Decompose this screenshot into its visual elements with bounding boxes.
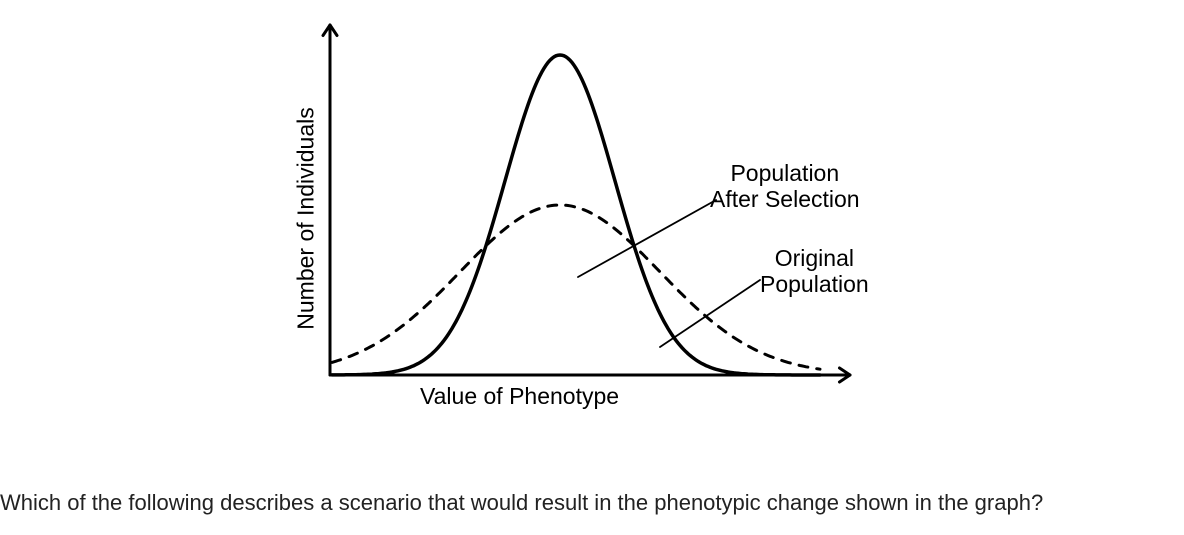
x-axis-label: Value of Phenotype <box>420 383 619 410</box>
label-after-selection: PopulationAfter Selection <box>710 160 860 213</box>
selection-chart: Number of Individuals Value of Phenotype… <box>280 15 920 435</box>
y-axis-label: Number of Individuals <box>293 107 320 329</box>
label-original-population: OriginalPopulation <box>760 245 869 298</box>
chart-svg <box>280 15 920 435</box>
question-text: Which of the following describes a scena… <box>0 490 1043 516</box>
curves <box>332 55 820 375</box>
